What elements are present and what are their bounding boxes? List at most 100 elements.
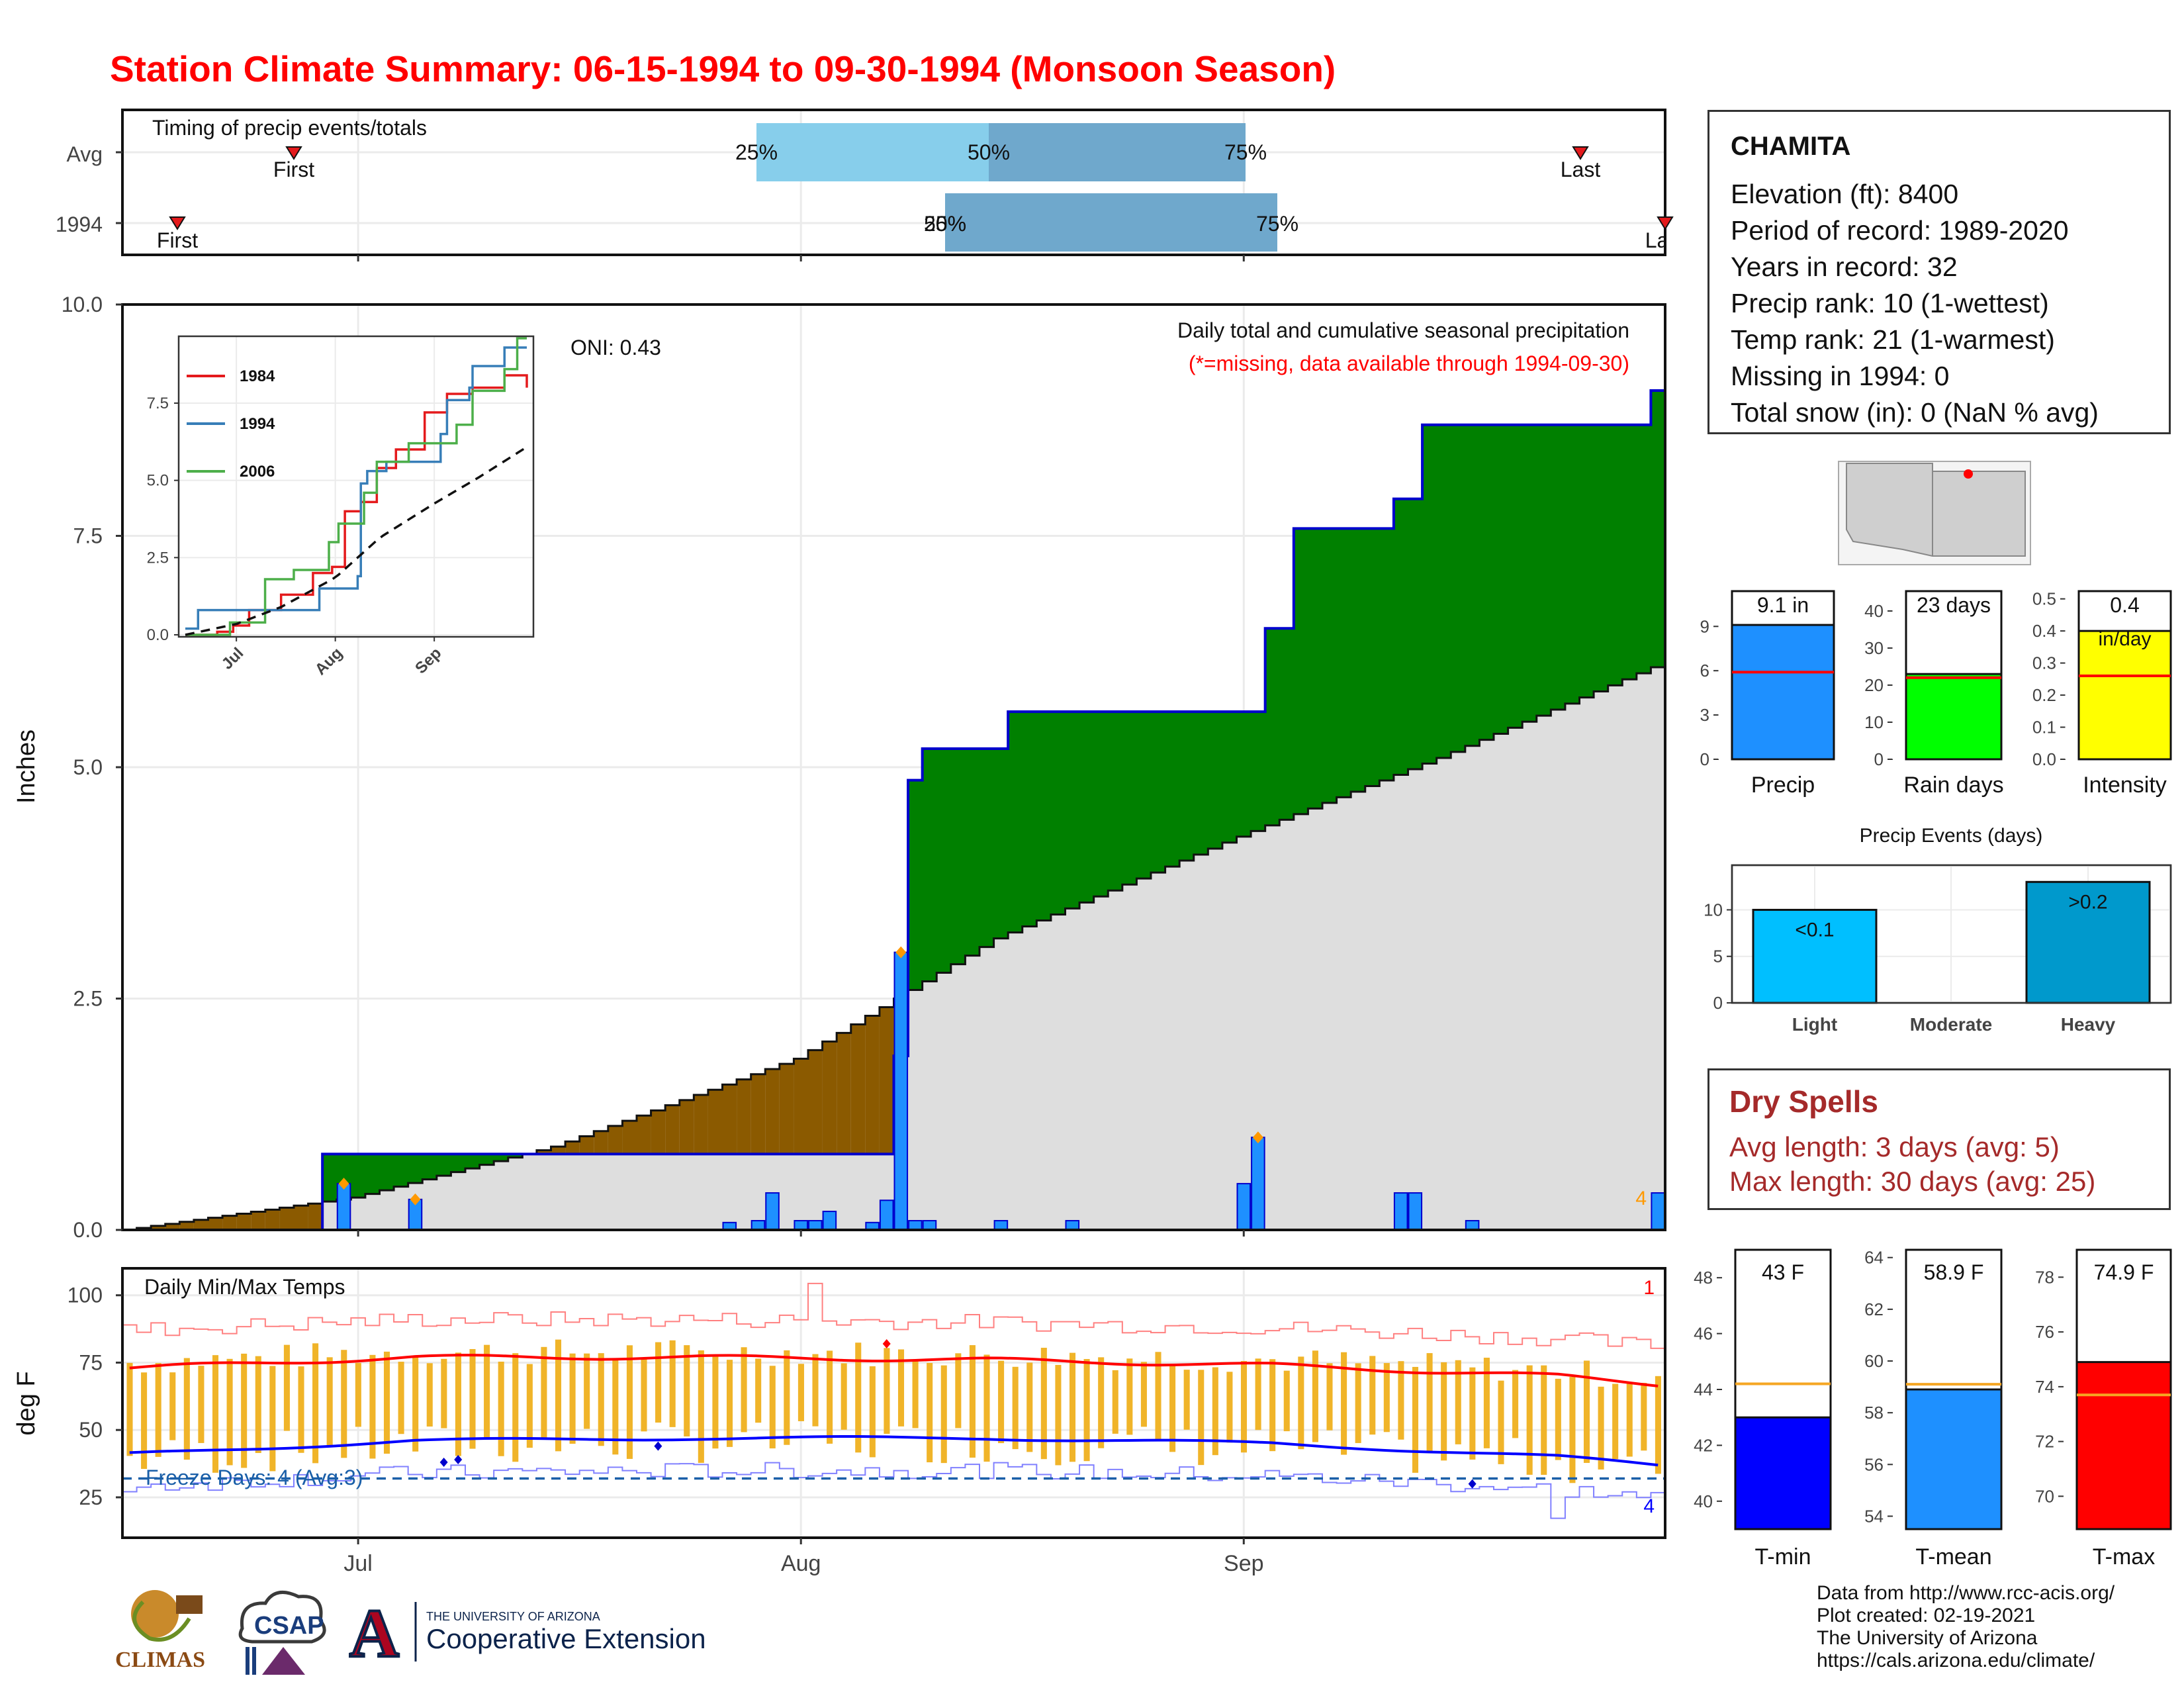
rain-days-y-tick-label: 10	[1864, 712, 1884, 732]
month-tick-label: Jul	[343, 1551, 372, 1576]
rain-days-y-tick-label: 30	[1864, 638, 1884, 658]
tmean-y-tick-label: 64	[1864, 1248, 1884, 1268]
above-avg-step	[1093, 712, 1109, 897]
daily-temp-range-bar	[1612, 1383, 1619, 1460]
daily-temp-range-bar	[784, 1350, 790, 1445]
daily-temp-range-bar	[1626, 1383, 1633, 1457]
avg-area-step	[365, 1194, 381, 1230]
event-bar	[2025, 880, 2151, 1004]
daily-temp-range-bar	[1012, 1366, 1019, 1450]
temperature-bars: 40 42 44 46 48 43 F T-min 54 56 58 60 62 64 58.9 F T-m…	[1694, 1248, 2172, 1570]
avg-area-step	[1236, 836, 1251, 1230]
daily-temp-range-bar	[369, 1354, 376, 1459]
missing-note: (*=missing, data available through 1994-…	[1189, 352, 1629, 375]
daily-temp-range-bar	[312, 1343, 319, 1464]
above-avg-step	[1065, 712, 1080, 909]
avg-area-step	[1565, 703, 1580, 1230]
avg-area-step	[1136, 878, 1152, 1230]
avg-min-line	[129, 1434, 1659, 1467]
inset-frame	[177, 335, 535, 638]
above-avg-step	[1222, 712, 1238, 843]
below-avg-step	[822, 1041, 837, 1154]
timing-title: Timing of precip events/totals	[152, 116, 427, 140]
month-tick-label: Sep	[1224, 1551, 1264, 1576]
state-outline	[1846, 463, 2026, 557]
daily-temp-range-bar	[1569, 1376, 1576, 1483]
below-avg-step	[608, 1125, 623, 1154]
above-avg-step	[993, 749, 1009, 939]
daily-temp-range-bar	[1412, 1366, 1419, 1473]
above-avg-step	[1336, 528, 1351, 798]
above-avg-step	[1494, 424, 1509, 734]
avg-area-step	[1008, 932, 1023, 1230]
daily-temp-range-bar	[827, 1350, 833, 1444]
below-avg-step	[551, 1147, 566, 1154]
avg-area-step	[922, 981, 937, 1230]
avg-area-step	[494, 1161, 509, 1230]
avg-area-step	[1322, 802, 1338, 1230]
daily-temp-range-bar	[1155, 1352, 1161, 1440]
avg-area-step	[1365, 786, 1380, 1230]
event-marker	[285, 146, 302, 160]
above-avg-step	[1108, 712, 1123, 891]
dry-spells-box: Dry Spells Avg length: 3 days (avg: 5) M…	[1707, 1068, 2171, 1210]
corner-count: 4	[1635, 1188, 1647, 1209]
precip-y-tick-label: 0	[1700, 749, 1709, 769]
daily-temp-range-bar	[1040, 1348, 1047, 1460]
below-avg-step	[665, 1105, 680, 1154]
daily-temp-range-bar	[541, 1346, 547, 1438]
above-avg-step	[979, 749, 995, 947]
avg-area-step	[936, 972, 952, 1230]
daily-temp-range-bar	[1526, 1365, 1533, 1475]
snow-line: Total snow (in): 0 (NaN % avg)	[1731, 397, 2099, 428]
record-low-marker	[654, 1441, 662, 1451]
avg-area-step	[1494, 733, 1509, 1230]
avg-area-step	[1594, 691, 1609, 1230]
inset-y-tick-label: 5.0	[147, 472, 169, 490]
avg-area-step	[1093, 896, 1109, 1230]
above-avg-step	[1251, 712, 1266, 831]
avg-area-step	[1436, 758, 1451, 1230]
below-avg-step	[536, 1150, 552, 1154]
temp-y-tick-label: 75	[79, 1350, 103, 1374]
daily-temp-range-bar	[455, 1352, 461, 1456]
above-avg-step	[1379, 528, 1394, 780]
avg-area-step	[1050, 914, 1066, 1230]
row-label-1994: 1994	[56, 212, 103, 236]
daily-temp-range-bar	[812, 1354, 819, 1427]
above-avg-step	[1551, 424, 1566, 710]
temp-y-tick-label: 50	[79, 1418, 103, 1442]
daily-temp-range-bar	[998, 1360, 1005, 1444]
avg-quartile-label: 25%	[735, 140, 778, 164]
tmean-y-tick-label: 56	[1864, 1454, 1884, 1474]
daily-temp-range-bar	[426, 1363, 433, 1427]
station-info-box: CHAMITA Elevation (ft): 8400 Period of r…	[1707, 110, 2171, 434]
avg-area-step	[379, 1190, 394, 1230]
events-y-tick-label: 10	[1704, 900, 1723, 919]
tmin-bar	[1734, 1416, 1832, 1530]
above-avg-step	[351, 1154, 366, 1198]
daily-temp-range-bar	[669, 1340, 676, 1427]
above-avg-step	[365, 1154, 381, 1194]
above-avg-step	[1293, 528, 1309, 814]
daily-temp-range-bar	[383, 1351, 390, 1454]
above-avg-step	[1651, 391, 1666, 668]
tmean-y-tick-label: 60	[1864, 1351, 1884, 1371]
avg-area-step	[1079, 902, 1095, 1230]
daily-temp-range-bar	[1240, 1361, 1248, 1453]
tmax-label: T-max	[2093, 1544, 2155, 1570]
daily-temp-range-bar	[441, 1358, 447, 1429]
daily-temp-range-bar	[1326, 1363, 1333, 1430]
record-min-line	[122, 1462, 1665, 1519]
tmin-label: T-min	[1755, 1544, 1811, 1570]
above-avg-step	[1279, 628, 1295, 820]
avg-area-step	[979, 947, 995, 1230]
csap-logo: CSAP	[238, 1590, 326, 1675]
below-avg-step	[179, 1221, 195, 1230]
y-tick-label: 5.0	[73, 755, 103, 779]
climas-logo: CLIMAS	[115, 1590, 205, 1672]
daily-precip-bar	[794, 1220, 808, 1231]
below-avg-step	[794, 1058, 809, 1154]
above-avg-step	[1565, 424, 1580, 704]
